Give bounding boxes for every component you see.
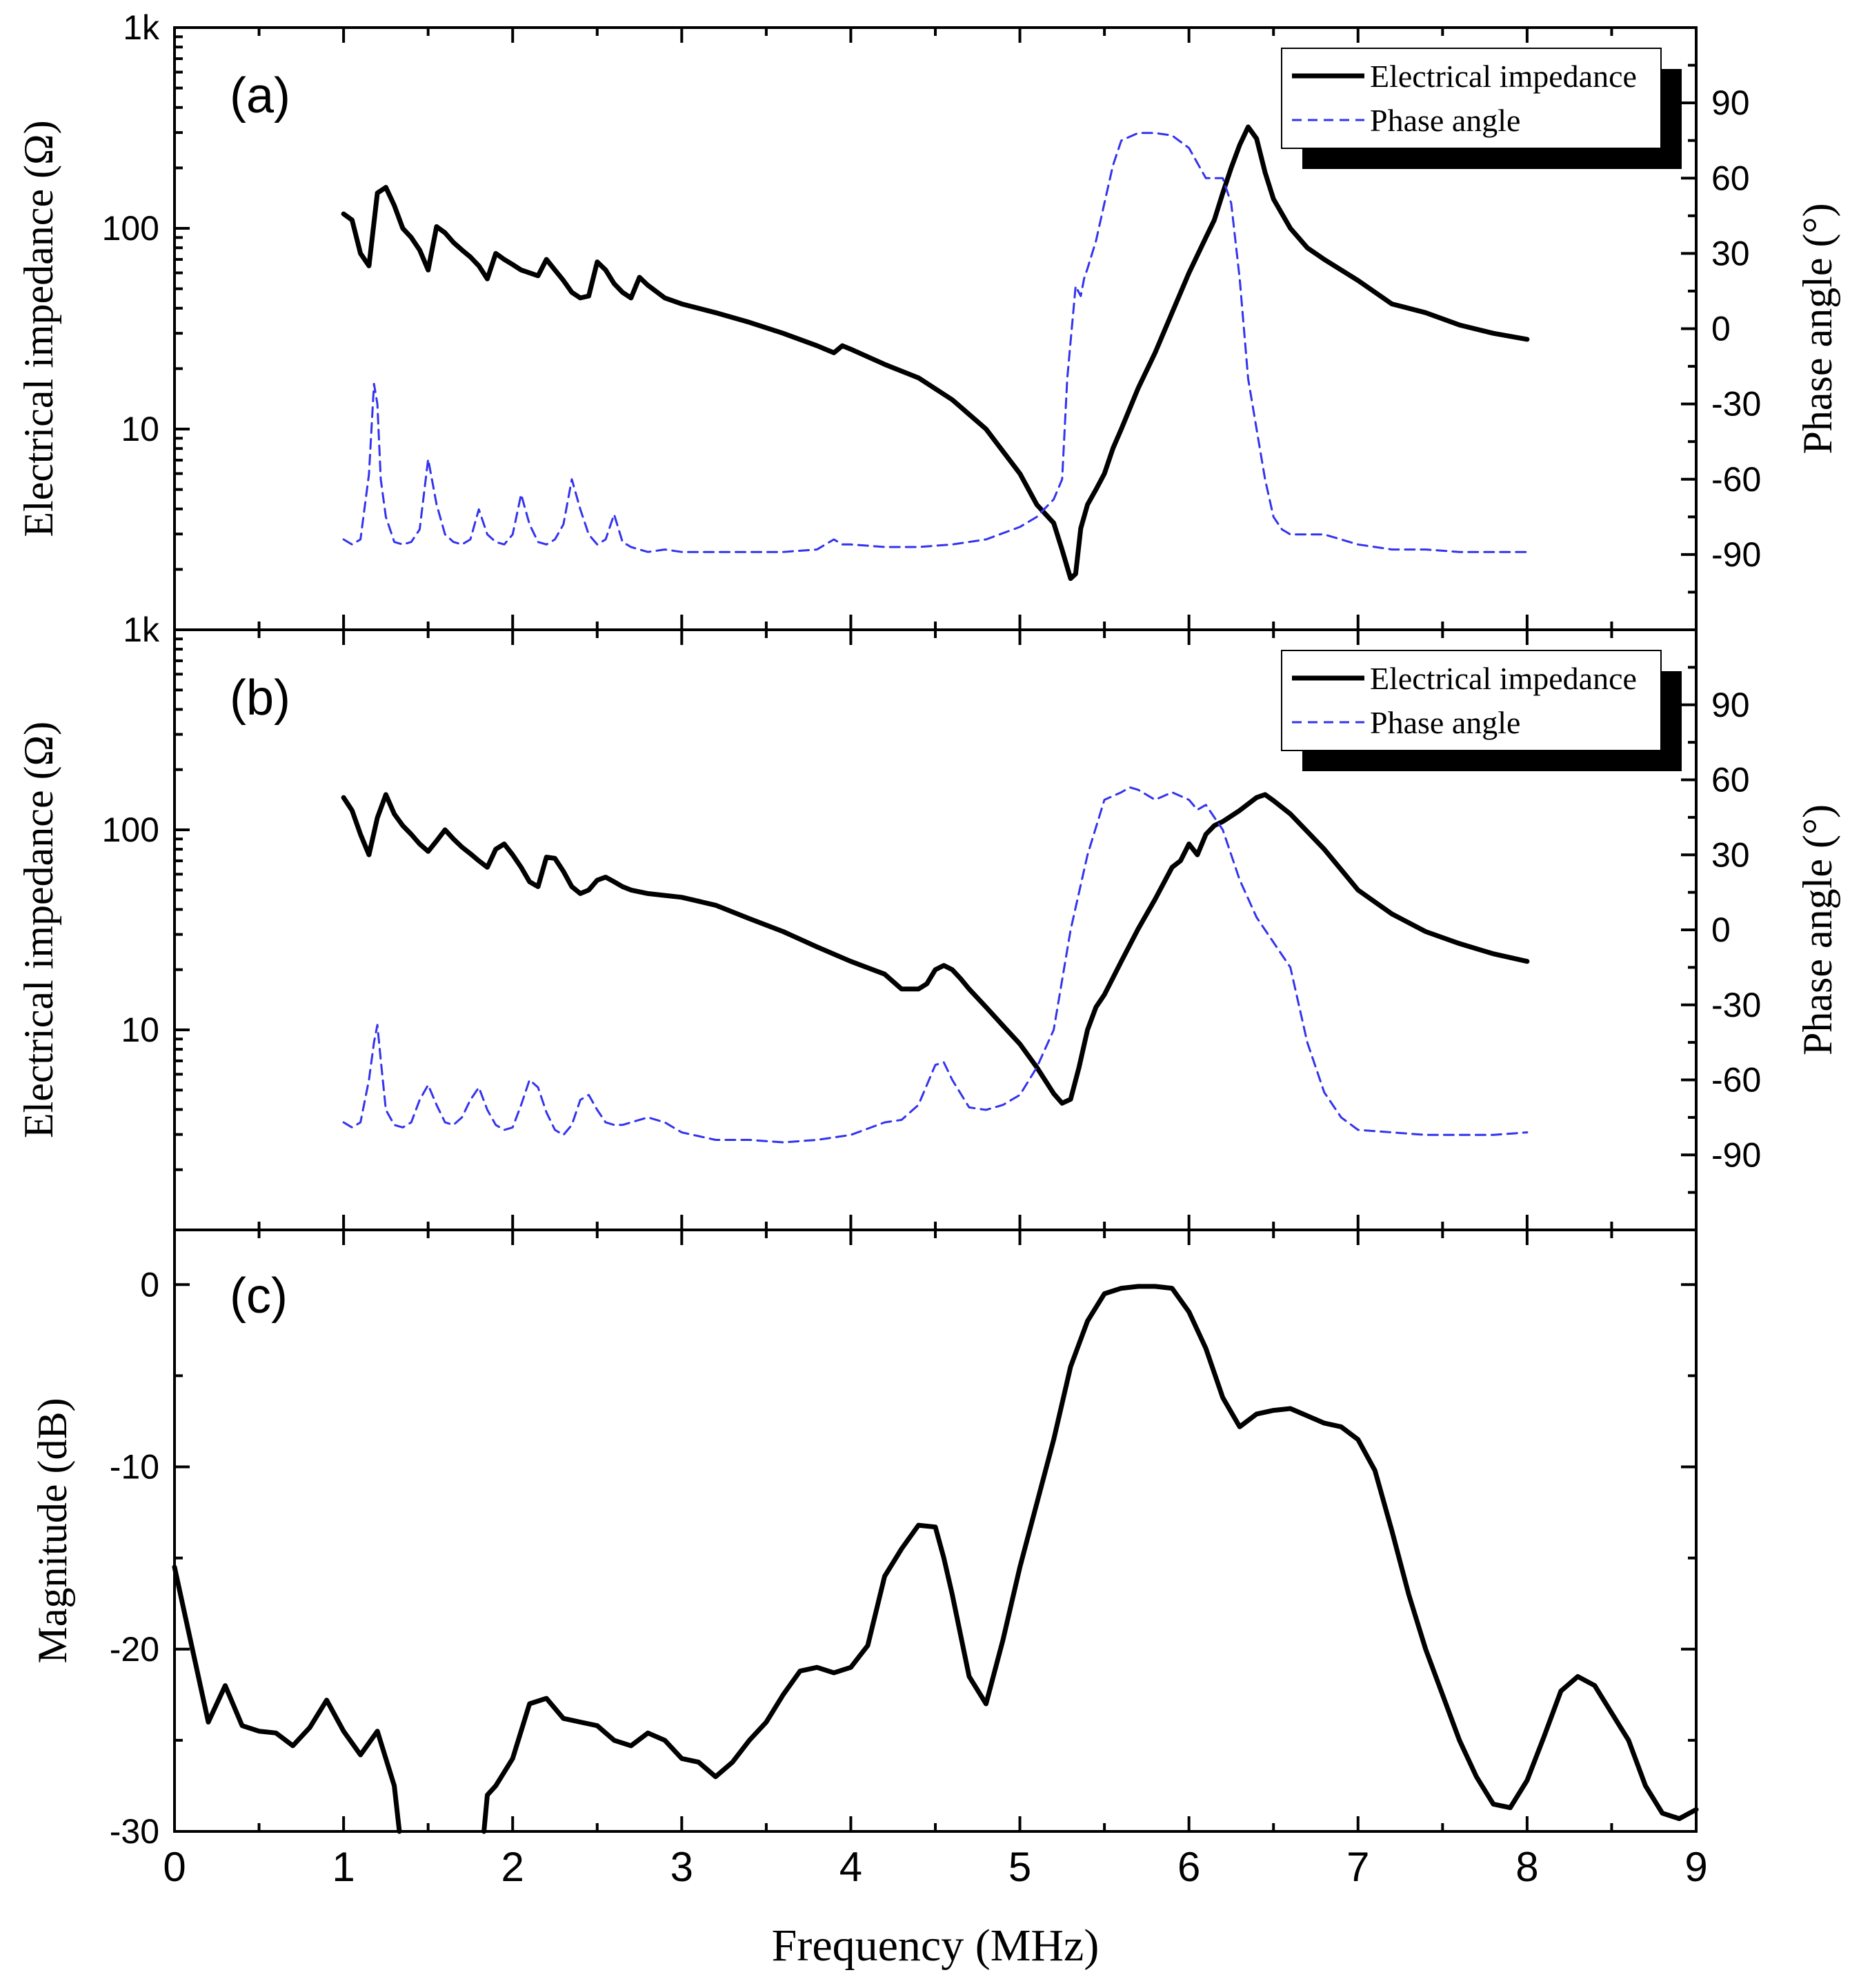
legend: Electrical impedance Phase angle (1281, 48, 1682, 169)
y-axis-title: Electrical impedance (Ω) (16, 722, 61, 1138)
x-tick-label: 1 (332, 1844, 355, 1890)
x-axis-title: Frequency (MHz) (772, 1920, 1100, 1971)
y-tick-label: 0 (140, 1265, 159, 1304)
impedance-line (341, 124, 1530, 582)
y-axis-title: Electrical impedance (Ω) (16, 120, 61, 537)
y2-tick-label: -60 (1711, 460, 1761, 499)
x-tick-label: 5 (1008, 1844, 1031, 1890)
x-tick-label: 3 (670, 1844, 693, 1890)
legend-phase-label: Phase angle (1370, 103, 1520, 138)
y-tick-label: 10 (121, 410, 159, 448)
legend-impedance-label: Electrical impedance (1370, 661, 1637, 696)
magnitude-line-segment (481, 1284, 1699, 1834)
impedance-line (341, 792, 1530, 1106)
y2-tick-label: -30 (1711, 986, 1761, 1024)
panel-label: (c) (230, 1269, 288, 1324)
y2-tick-label: -30 (1711, 385, 1761, 424)
magnitude-line-segment (172, 1564, 402, 1834)
y2-tick-label: 0 (1711, 911, 1731, 949)
y-tick-label: -10 (110, 1448, 159, 1487)
y2-tick-label: 60 (1711, 159, 1750, 197)
x-tick-label: 6 (1177, 1844, 1200, 1890)
y-tick-label: 100 (102, 811, 159, 849)
panel-b: 10 100 1k 90 60 30 0 -30 -60 -90 Electrical impeda… (16, 610, 1840, 1231)
panel-label: (b) (230, 670, 290, 726)
x-tick-label: 8 (1515, 1844, 1538, 1890)
y2-axis-title: Phase angle (°) (1795, 203, 1840, 455)
y-tick-label: 1k (123, 610, 160, 649)
y2-tick-label: -90 (1711, 1135, 1761, 1174)
y-axis-title: Magnitude (dB) (30, 1398, 75, 1664)
y-tick-label: -30 (110, 1812, 159, 1851)
panel-2-axes (173, 1229, 1698, 1833)
x-tick-label: 0 (163, 1844, 186, 1890)
legend-phase-label: Phase angle (1370, 705, 1520, 740)
y-tick-label: 10 (121, 1011, 159, 1049)
legend: Electrical impedance Phase angle (1281, 650, 1682, 771)
y2-tick-label: -60 (1711, 1061, 1761, 1100)
phase-angle-line (342, 786, 1529, 1144)
y2-tick-label: 30 (1711, 835, 1750, 874)
x-tick-label: 9 (1684, 1844, 1707, 1890)
y2-tick-label: 30 (1711, 234, 1750, 272)
x-tick-label: 2 (501, 1844, 524, 1890)
y2-axis-title: Phase angle (°) (1795, 804, 1840, 1055)
y2-tick-label: 90 (1711, 83, 1750, 122)
y2-tick-label: -90 (1711, 535, 1761, 574)
legend-impedance-label: Electrical impedance (1370, 59, 1637, 94)
phase-angle-line (342, 132, 1529, 553)
legend-box (1281, 650, 1662, 751)
x-tick-label: 4 (839, 1844, 862, 1890)
panel-a: 10 100 1k 90 60 30 0 -30 -60 -90 Electrical impeda… (16, 8, 1840, 631)
panel-label: (a) (230, 68, 290, 123)
legend-box (1281, 48, 1662, 149)
y2-tick-label: 0 (1711, 310, 1731, 348)
x-tick-label: 7 (1346, 1844, 1369, 1890)
y-tick-label: 100 (102, 209, 159, 248)
y-tick-label: -20 (110, 1630, 159, 1669)
y-tick-label: 1k (123, 8, 160, 47)
y2-tick-label: 90 (1711, 686, 1750, 724)
y2-tick-label: 60 (1711, 761, 1750, 799)
